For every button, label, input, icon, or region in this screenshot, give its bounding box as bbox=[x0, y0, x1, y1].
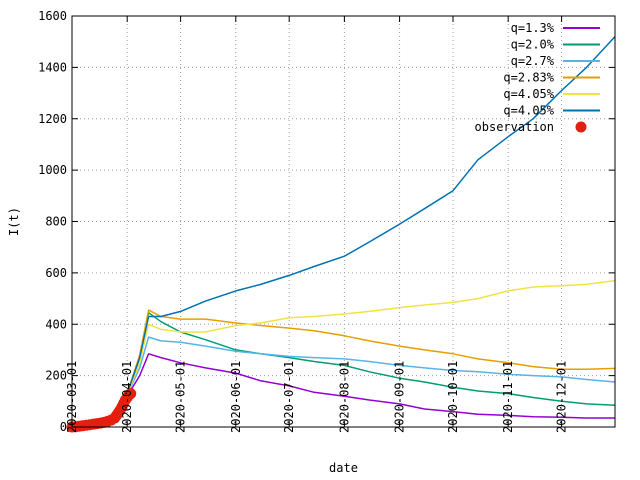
x-tick-label: 2020-05-01 bbox=[174, 361, 188, 433]
y-tick-label: 600 bbox=[45, 266, 67, 280]
series-line bbox=[71, 36, 616, 428]
series-line bbox=[71, 353, 615, 428]
observation-point bbox=[125, 388, 137, 400]
y-tick-label: 200 bbox=[45, 369, 67, 383]
y-tick-label: 1600 bbox=[38, 9, 67, 23]
legend-swatch bbox=[575, 121, 587, 133]
axis-ticks: 0 200 400 600 800 1000 1200 1400 1600 2020-03-01 2… bbox=[38, 9, 615, 434]
x-tick-label: 2020-06-01 bbox=[229, 361, 243, 433]
y-tick-label: 1000 bbox=[38, 163, 67, 177]
x-tick-label: 2020-10-01 bbox=[446, 361, 460, 433]
x-axis-title: date bbox=[329, 461, 358, 475]
y-tick-label: 1400 bbox=[38, 60, 67, 74]
y-tick-label: 0 bbox=[60, 420, 67, 434]
y-tick-label: 800 bbox=[45, 215, 67, 229]
legend: q=1.3% q=2.0% q=2.7% q=2.83% q=4.05% q=4.05% o… bbox=[475, 21, 600, 134]
legend-label: observation bbox=[475, 120, 554, 134]
series-line bbox=[71, 336, 616, 428]
x-tick-label: 2020-07-01 bbox=[282, 361, 296, 433]
y-tick-label: 400 bbox=[45, 317, 67, 331]
legend-label: q=4.05% bbox=[503, 87, 554, 101]
x-tick-label: 2020-11-01 bbox=[501, 361, 515, 433]
legend-label: q=1.3% bbox=[511, 21, 555, 35]
x-tick-label: 2020-12-01 bbox=[555, 361, 569, 433]
x-tick-label: 2020-09-01 bbox=[393, 361, 407, 433]
grid bbox=[72, 16, 615, 427]
y-tick-label: 1200 bbox=[38, 112, 67, 126]
y-axis-title: I(t) bbox=[7, 207, 21, 236]
x-tick-label: 2020-03-01 bbox=[65, 361, 79, 433]
series-line bbox=[71, 279, 616, 428]
legend-label: q=4.05% bbox=[503, 104, 554, 118]
legend-label: q=2.0% bbox=[511, 38, 555, 52]
x-tick-label: 2020-08-01 bbox=[337, 361, 351, 433]
legend-label: q=2.7% bbox=[511, 54, 555, 68]
x-tick-label: 2020-04-01 bbox=[120, 361, 134, 433]
series-lines bbox=[71, 36, 616, 428]
legend-label: q=2.83% bbox=[503, 71, 554, 85]
